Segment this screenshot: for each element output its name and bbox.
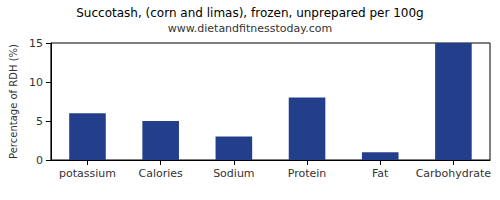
svg-text:www.dietandfitnesstoday.com: www.dietandfitnesstoday.com [168, 22, 332, 35]
svg-text:10: 10 [29, 76, 43, 89]
svg-text:Carbohydrate: Carbohydrate [416, 167, 492, 180]
svg-text:0: 0 [36, 154, 43, 167]
svg-text:Protein: Protein [288, 167, 327, 180]
svg-text:Fat: Fat [372, 167, 389, 180]
svg-text:Percentage of RDH (%): Percentage of RDH (%) [8, 44, 19, 159]
svg-text:Succotash, (corn and limas), f: Succotash, (corn and limas), frozen, unp… [76, 6, 424, 20]
svg-text:Calories: Calories [139, 167, 184, 180]
svg-text:5: 5 [36, 115, 43, 128]
svg-text:15: 15 [29, 37, 43, 50]
svg-text:Sodium: Sodium [213, 167, 254, 180]
svg-text:potassium: potassium [59, 167, 116, 180]
